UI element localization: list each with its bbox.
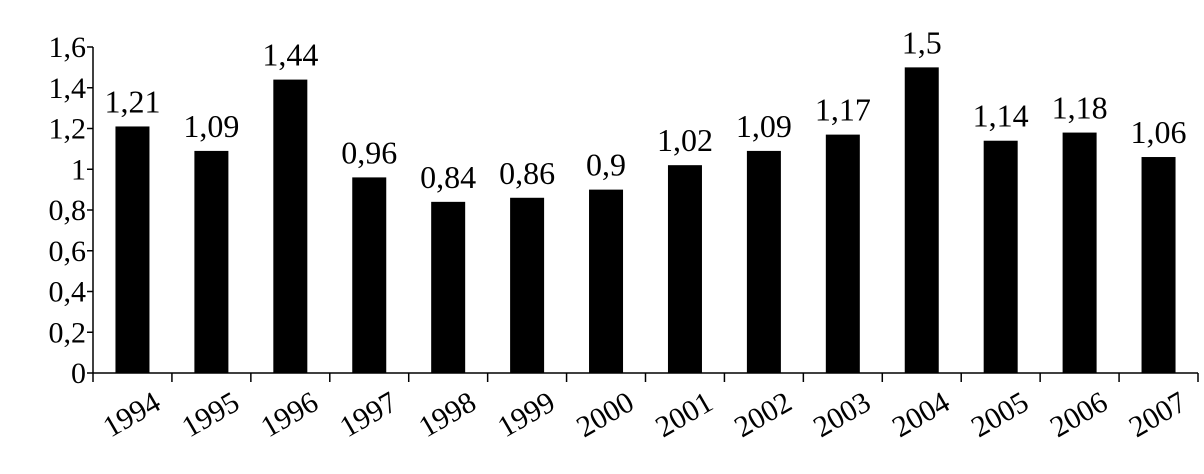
y-tick-label: 0 bbox=[71, 357, 86, 390]
y-tick-label: 0,6 bbox=[49, 235, 87, 268]
category-label-1999: 1999 bbox=[492, 385, 560, 444]
y-axis: 0 0,2 0,4 0,6 0,8 1 1,2 1,4 1,6 bbox=[49, 31, 94, 390]
bar-1998 bbox=[431, 201, 466, 373]
category-label-2002: 2002 bbox=[729, 385, 797, 444]
bar-2004 bbox=[904, 67, 939, 373]
bar-2003 bbox=[825, 134, 860, 373]
category-label-1994: 1994 bbox=[97, 385, 165, 444]
y-tick-label: 1,6 bbox=[49, 31, 87, 64]
bar-2002 bbox=[746, 150, 781, 373]
data-label-2005: 1,14 bbox=[973, 98, 1029, 134]
data-label-2001: 1,02 bbox=[657, 122, 713, 158]
bar-1999 bbox=[510, 197, 545, 373]
y-tick-label: 0,8 bbox=[49, 194, 87, 227]
data-label-2007: 1,06 bbox=[1131, 114, 1187, 150]
bar-2006 bbox=[1062, 132, 1097, 373]
bar-2005 bbox=[983, 140, 1018, 373]
data-label-1996: 1,44 bbox=[262, 37, 318, 73]
data-label-1999: 0,86 bbox=[499, 155, 555, 191]
bar-2000 bbox=[589, 189, 624, 373]
category-label-1995: 1995 bbox=[176, 385, 244, 444]
category-label-2004: 2004 bbox=[887, 385, 955, 444]
y-tick-label: 1 bbox=[71, 153, 86, 186]
category-label-2006: 2006 bbox=[1045, 385, 1113, 444]
bar-2007 bbox=[1141, 157, 1176, 373]
bar-2001 bbox=[667, 165, 702, 373]
bar-1995 bbox=[194, 150, 229, 373]
data-label-1994: 1,21 bbox=[104, 83, 160, 119]
data-label-2003: 1,17 bbox=[815, 92, 871, 128]
data-label-2006: 1,18 bbox=[1052, 90, 1108, 126]
bars bbox=[115, 67, 1176, 374]
bar-1997 bbox=[352, 177, 387, 373]
category-label-1998: 1998 bbox=[413, 385, 481, 444]
category-labels: 1994 1995 1996 1997 1998 1999 2000 2001 2002 2003… bbox=[97, 385, 1192, 444]
bar-1994 bbox=[115, 126, 150, 374]
category-label-1996: 1996 bbox=[255, 385, 323, 444]
y-tick-label: 0,4 bbox=[49, 276, 87, 309]
data-label-1997: 0,96 bbox=[341, 134, 397, 170]
category-label-2005: 2005 bbox=[966, 385, 1034, 444]
data-label-2004: 1,5 bbox=[902, 24, 942, 60]
y-tick-label: 1,2 bbox=[49, 113, 87, 146]
category-label-2007: 2007 bbox=[1124, 385, 1192, 444]
bar-1996 bbox=[273, 79, 308, 373]
x-axis bbox=[92, 372, 1199, 382]
y-tick-label: 1,4 bbox=[49, 72, 87, 105]
category-label-2001: 2001 bbox=[650, 385, 718, 444]
data-label-2002: 1,09 bbox=[736, 108, 792, 144]
data-label-1998: 0,84 bbox=[420, 159, 476, 195]
data-label-2000: 0,9 bbox=[586, 147, 626, 183]
y-tick-label: 0,2 bbox=[49, 316, 87, 349]
category-label-1997: 1997 bbox=[334, 385, 402, 444]
category-label-2003: 2003 bbox=[808, 385, 876, 444]
category-label-2000: 2000 bbox=[571, 385, 639, 444]
data-label-1995: 1,09 bbox=[183, 108, 239, 144]
data-labels: 1,21 1,09 1,44 0,96 0,84 0,86 0,9 1,02 1,09 1,17 1… bbox=[104, 24, 1186, 194]
